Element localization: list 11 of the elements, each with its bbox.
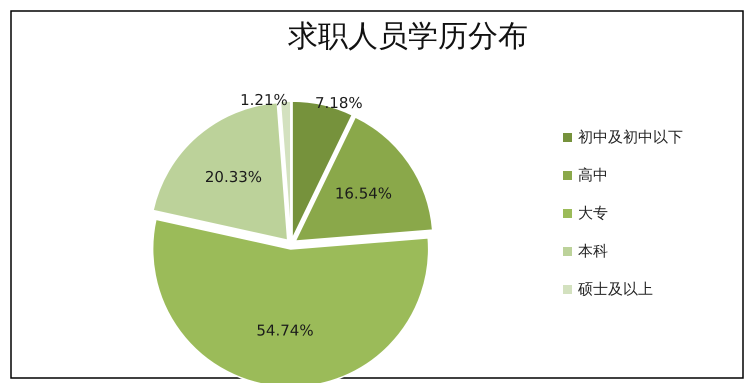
legend-label: 大专 bbox=[578, 204, 608, 222]
data-label: 7.18% bbox=[314, 94, 363, 112]
chart-title: 求职人员学历分布 bbox=[288, 19, 528, 54]
legend-label: 本科 bbox=[578, 242, 608, 260]
legend-label: 硕士及以上 bbox=[577, 280, 653, 298]
legend-label: 初中及初中以下 bbox=[578, 128, 683, 146]
data-label: 16.54% bbox=[334, 184, 392, 203]
data-label: 1.21% bbox=[240, 90, 288, 109]
data-label: 20.33% bbox=[204, 168, 262, 186]
data-label: 54.74% bbox=[256, 322, 314, 340]
legend-label: 高中 bbox=[578, 166, 608, 184]
